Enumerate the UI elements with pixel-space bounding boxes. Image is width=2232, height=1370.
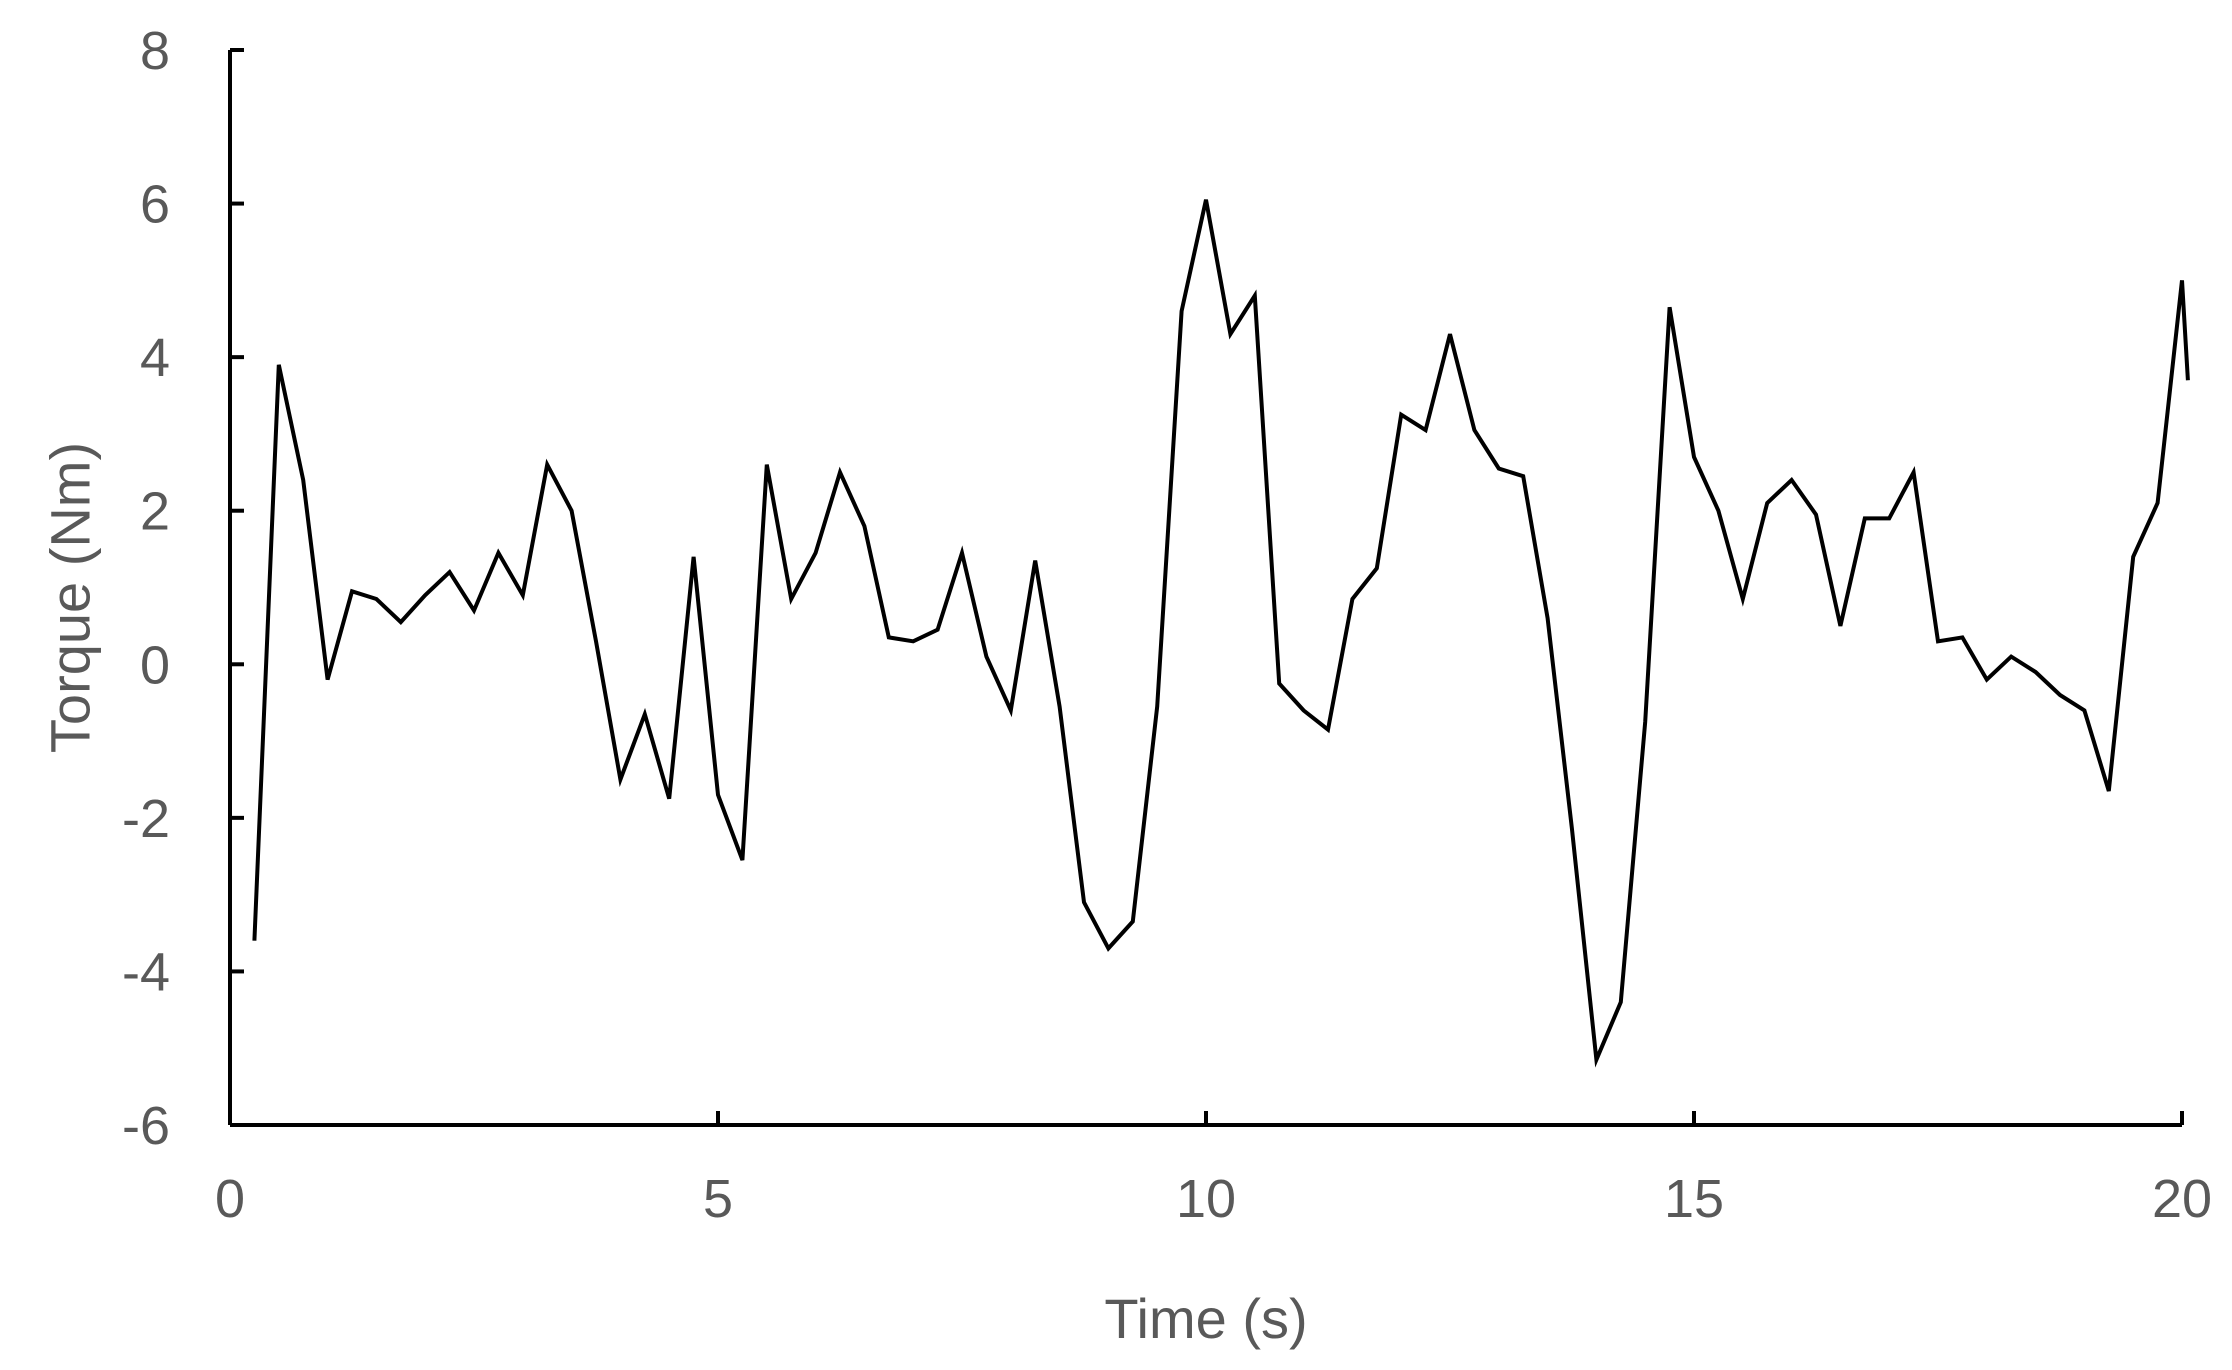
y-tick-label: -4 [122,942,170,1002]
x-tick-label: 0 [215,1169,245,1229]
y-tick-label: 4 [140,328,170,388]
y-tick-label: -6 [122,1096,170,1156]
x-axis-ticks: 0 5 10 15 20 [215,1111,2212,1229]
y-axis-ticks: -6 -4 -2 0 2 4 6 8 [122,21,244,1156]
x-tick-label: 20 [2152,1169,2212,1229]
y-tick-label: -2 [122,789,170,849]
x-tick-label: 15 [1664,1169,1724,1229]
y-tick-label: 6 [140,175,170,235]
y-axis-label: Torque (Nm) [39,442,102,753]
y-tick-label: 0 [140,635,170,695]
y-tick-label: 8 [140,21,170,81]
x-axis-label: Time (s) [1104,1287,1307,1350]
y-tick-label: 2 [140,482,170,542]
x-tick-label: 10 [1176,1169,1236,1229]
torque-series-line [252,199,2190,1068]
x-tick-label: 5 [703,1169,733,1229]
